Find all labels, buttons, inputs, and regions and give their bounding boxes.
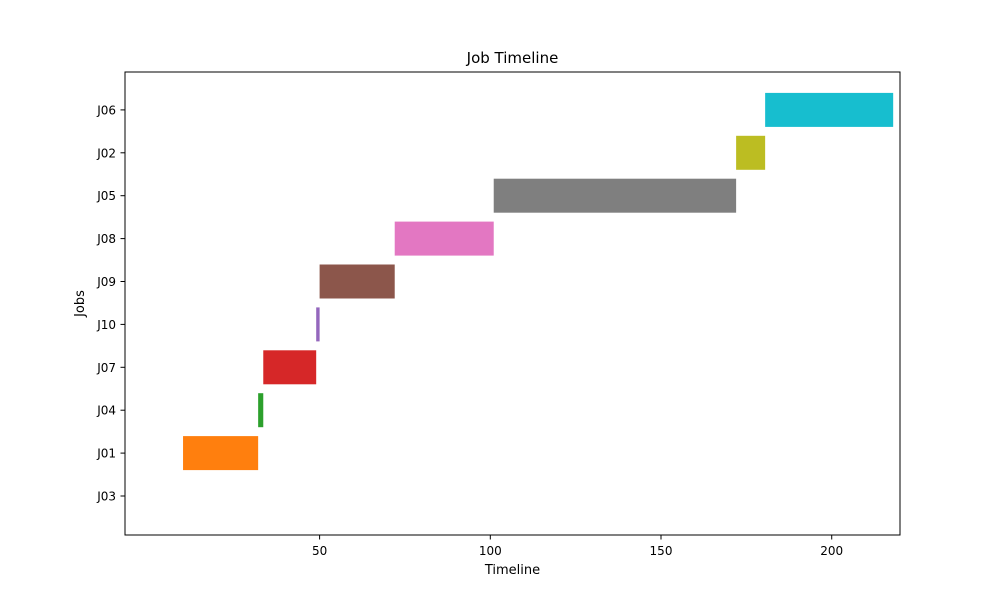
bar-j05: [493, 178, 737, 213]
bar-j09: [319, 264, 395, 299]
plot-frame: [124, 71, 901, 536]
y-tick-label-j02: J02: [96, 146, 116, 160]
x-tick-label: 100: [479, 544, 502, 558]
y-tick-label-j06: J06: [96, 103, 116, 117]
bar-j10: [316, 307, 320, 342]
y-tick-label-j05: J05: [96, 189, 116, 203]
y-tick-label-j01: J01: [96, 447, 116, 461]
x-tick-label: 50: [312, 544, 327, 558]
y-tick-label-j08: J08: [96, 232, 116, 246]
y-tick-label-j07: J07: [96, 361, 116, 375]
x-axis-label: Timeline: [484, 563, 540, 578]
bar-j06: [765, 92, 894, 127]
bar-j07: [263, 350, 317, 385]
bar-j04: [258, 393, 264, 428]
y-tick-label-j10: J10: [96, 318, 116, 332]
bar-j02: [736, 135, 766, 170]
y-axis: J03 J01 J04 J07 J10 J09 J08 J05 J02 J06: [96, 103, 125, 504]
y-tick-label-j04: J04: [96, 404, 116, 418]
bar-j01: [183, 436, 259, 471]
x-tick-label: 150: [650, 544, 673, 558]
x-axis: 50 100 150 200: [312, 535, 843, 558]
y-tick-label-j03: J03: [96, 490, 116, 504]
y-tick-label-j09: J09: [96, 275, 116, 289]
y-axis-label: Jobs: [73, 290, 88, 318]
chart-title: Job Timeline: [466, 49, 559, 67]
x-tick-label: 200: [820, 544, 843, 558]
bar-j08: [394, 221, 494, 256]
bars-layer: [183, 92, 894, 471]
